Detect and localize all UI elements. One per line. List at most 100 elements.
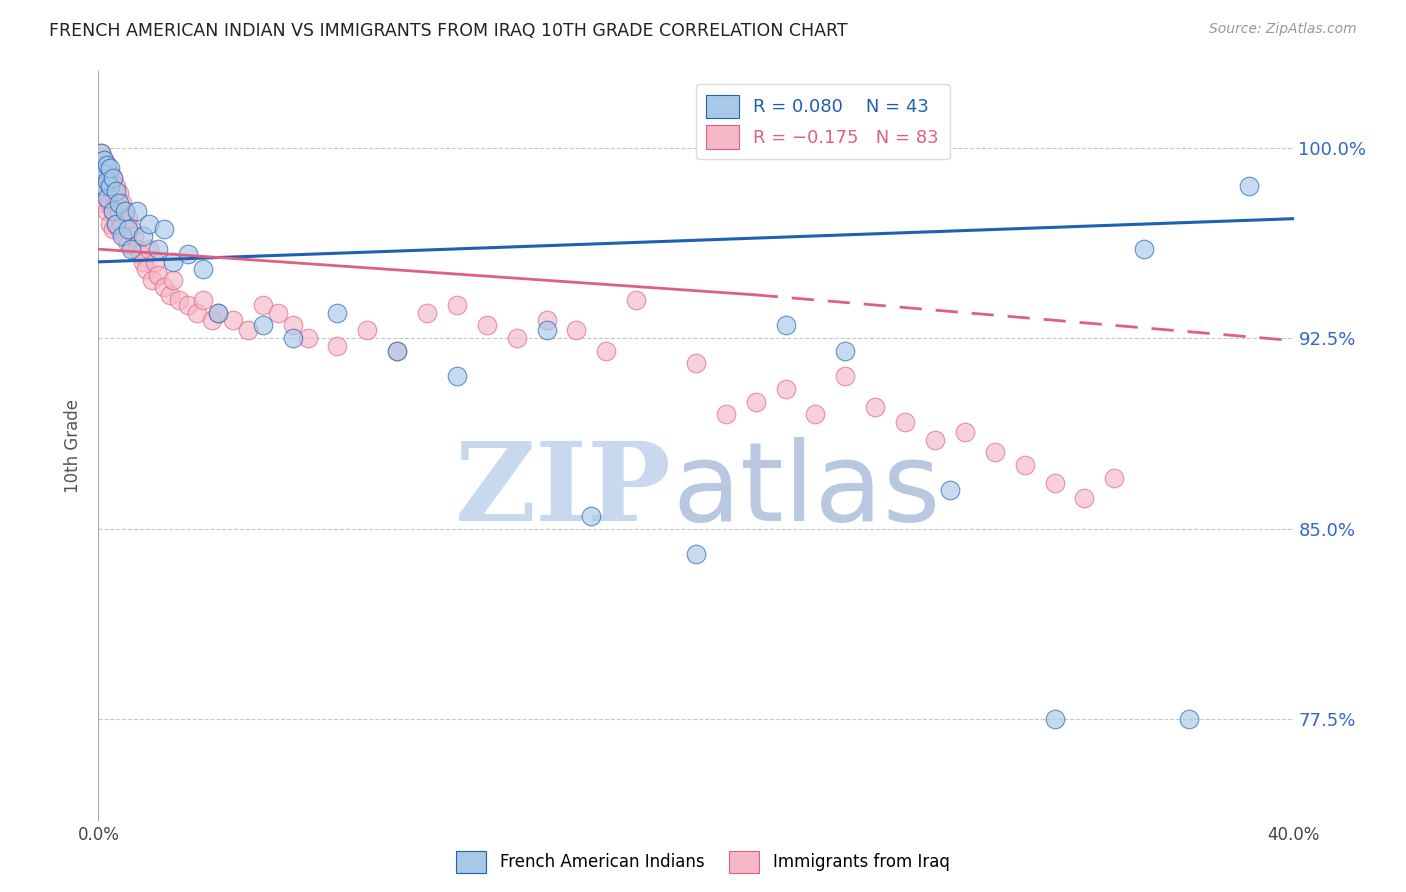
Point [138, 242, 160, 256]
Point [252, 298, 274, 312]
Point [96, 158, 118, 172]
Point [685, 356, 707, 370]
Point [117, 222, 139, 236]
Point [98, 166, 122, 180]
Point [153, 222, 176, 236]
Point [162, 255, 184, 269]
Point [865, 400, 887, 414]
Point [595, 343, 617, 358]
Point [416, 306, 439, 320]
Point [148, 268, 170, 282]
Point [96, 161, 118, 175]
Point [93, 166, 115, 180]
Point [114, 229, 136, 244]
Point [98, 161, 122, 175]
Point [93, 178, 115, 193]
Point [111, 229, 134, 244]
Point [124, 229, 146, 244]
Point [93, 153, 115, 168]
Point [281, 318, 304, 333]
Point [222, 313, 245, 327]
Legend: R = 0.080    N = 43, R = −0.175   N = 83: R = 0.080 N = 43, R = −0.175 N = 83 [696, 84, 950, 160]
Point [626, 293, 648, 307]
Point [135, 262, 157, 277]
Point [939, 483, 962, 498]
Point [536, 313, 558, 327]
Point [446, 298, 468, 312]
Point [132, 255, 155, 269]
Point [984, 445, 1007, 459]
Point [96, 204, 118, 219]
Point [446, 369, 468, 384]
Point [267, 306, 290, 320]
Point [114, 204, 136, 219]
Point [120, 242, 142, 256]
Point [775, 318, 797, 333]
Point [105, 196, 128, 211]
Point [96, 173, 118, 187]
Point [138, 217, 160, 231]
Text: atlas: atlas [672, 437, 941, 544]
Point [132, 229, 155, 244]
Point [506, 331, 529, 345]
Point [103, 171, 125, 186]
Point [108, 222, 131, 236]
Point [90, 158, 112, 172]
Point [93, 153, 115, 168]
Point [108, 196, 131, 211]
Point [98, 196, 122, 211]
Point [93, 166, 115, 180]
Point [143, 255, 166, 269]
Point [93, 178, 115, 193]
Point [105, 184, 128, 198]
Point [186, 306, 208, 320]
Point [1043, 475, 1066, 490]
Point [356, 323, 378, 337]
Point [111, 196, 134, 211]
Point [297, 331, 319, 345]
Point [1073, 491, 1095, 505]
Point [120, 222, 142, 236]
Point [96, 191, 118, 205]
Point [96, 173, 118, 187]
Point [90, 166, 112, 180]
Point [90, 186, 112, 201]
Point [90, 145, 112, 160]
Point [90, 145, 112, 160]
Point [924, 433, 946, 447]
Point [103, 171, 125, 186]
Point [103, 222, 125, 236]
Point [103, 186, 125, 201]
Point [834, 369, 856, 384]
Point [775, 382, 797, 396]
Point [108, 186, 131, 201]
Point [236, 323, 259, 337]
Point [159, 288, 181, 302]
Point [177, 247, 200, 261]
Point [475, 318, 498, 333]
Point [1043, 712, 1066, 726]
Point [111, 217, 134, 231]
Point [252, 318, 274, 333]
Point [953, 425, 976, 439]
Point [162, 272, 184, 286]
Point [114, 204, 136, 219]
Point [153, 280, 176, 294]
Point [207, 306, 229, 320]
Point [191, 293, 214, 307]
Point [127, 242, 149, 256]
Point [96, 186, 118, 201]
Point [98, 217, 122, 231]
Point [745, 394, 768, 409]
Point [1178, 712, 1201, 726]
Point [129, 247, 152, 261]
Point [105, 217, 128, 231]
Point [108, 204, 131, 219]
Text: Source: ZipAtlas.com: Source: ZipAtlas.com [1209, 22, 1357, 37]
Point [1133, 242, 1156, 256]
Point [103, 204, 125, 219]
Text: FRENCH AMERICAN INDIAN VS IMMIGRANTS FROM IRAQ 10TH GRADE CORRELATION CHART: FRENCH AMERICAN INDIAN VS IMMIGRANTS FRO… [49, 22, 848, 40]
Point [834, 343, 856, 358]
Point [93, 196, 115, 211]
Point [201, 313, 224, 327]
